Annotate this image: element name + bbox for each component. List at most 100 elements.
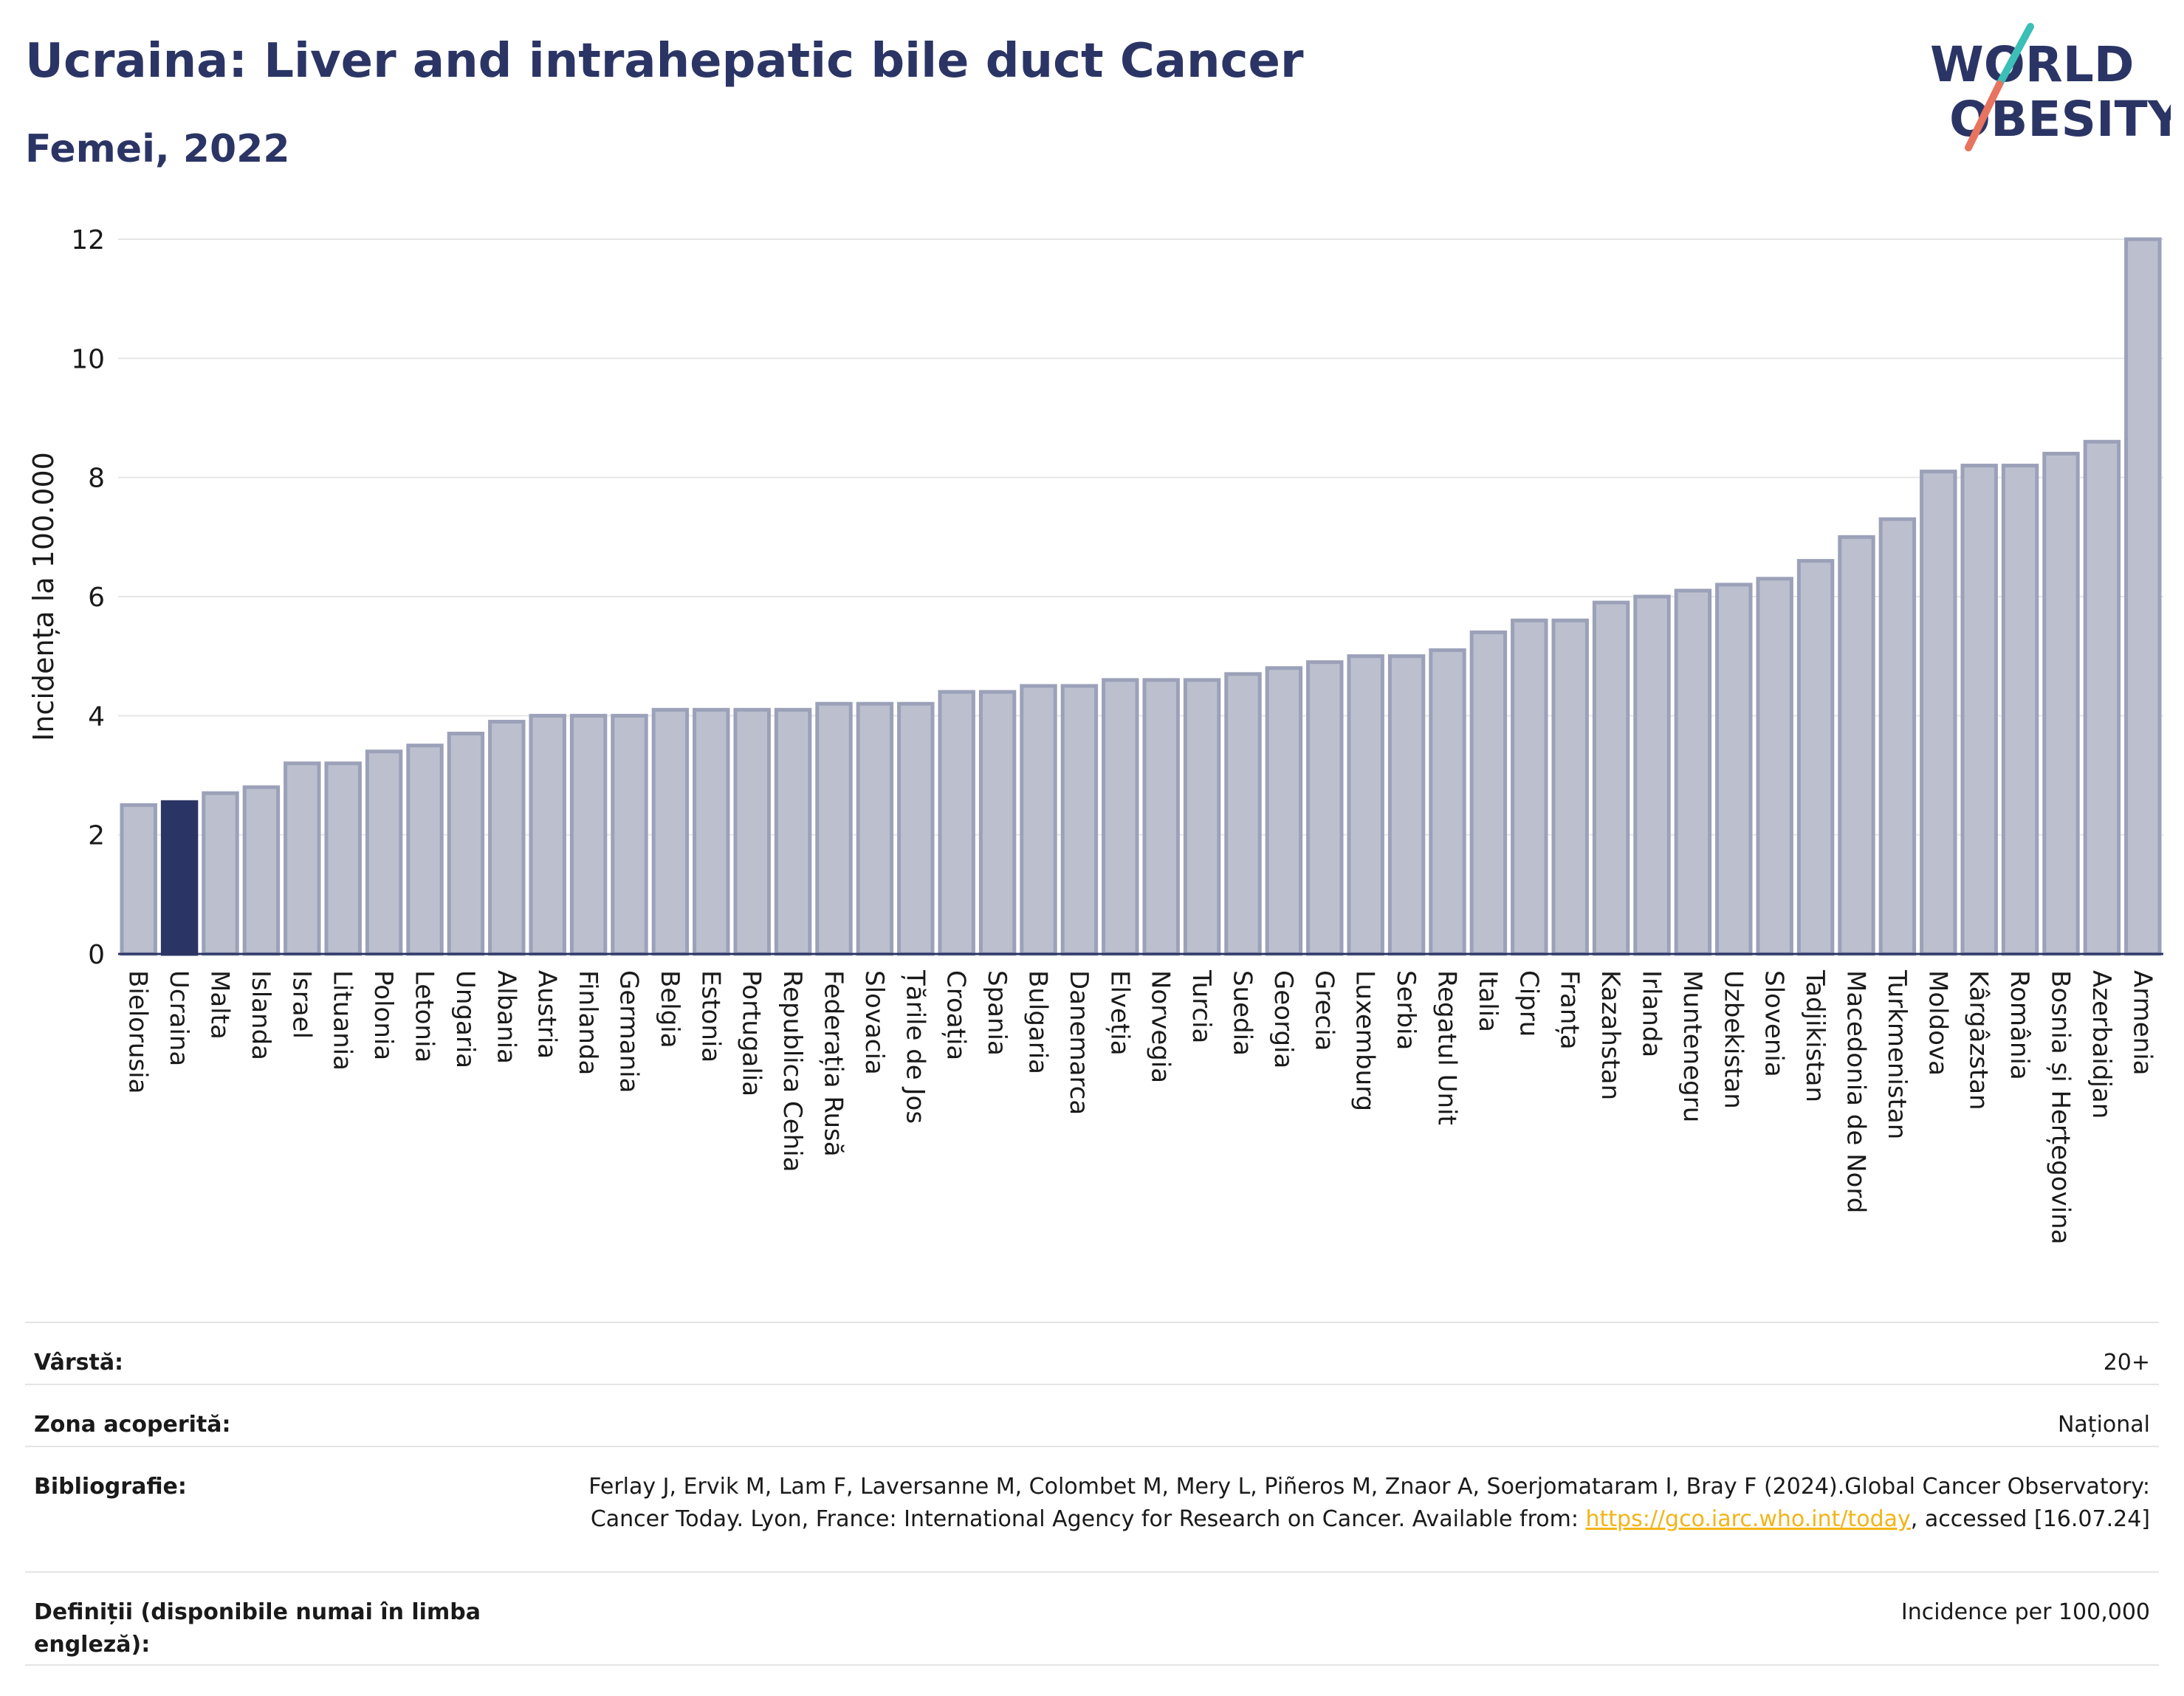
x-tick-label: Turcia — [1187, 969, 1216, 1043]
bar-bielorusia — [120, 803, 157, 956]
x-tick-label: Austria — [532, 970, 562, 1059]
x-tick-label: Albania — [491, 970, 521, 1064]
bar-spania — [978, 690, 1017, 956]
bar-bosnia-și-herțegovina — [2042, 451, 2080, 956]
metadata-table: Vârstă: 20+ Zona acoperită: Național Bib… — [25, 1322, 2159, 1666]
x-tick-label: Kazahstan — [1596, 970, 1625, 1100]
page-subtitle: Femei, 2022 — [25, 127, 290, 171]
x-tick-label: Țările de Jos — [900, 969, 930, 1124]
x-tick-label: Serbia — [1391, 970, 1421, 1050]
y-tick-label: 6 — [88, 583, 105, 613]
x-tick-label: Belgia — [655, 970, 684, 1048]
meta-row-bibliography: Bibliografie: Ferlay J, Ervik M, Lam F, … — [25, 1446, 2159, 1571]
x-tick-label: Republica Cehia — [777, 970, 807, 1172]
bar-finlanda — [569, 713, 608, 956]
x-tick-label: Bielorusia — [123, 970, 153, 1094]
bar-federația-rusă — [815, 701, 853, 956]
x-tick-label: Finlanda — [573, 970, 602, 1075]
x-tick-label: Suedia — [1228, 970, 1257, 1056]
bar-elveția — [1102, 678, 1139, 956]
x-tick-label: Irlanda — [1637, 970, 1666, 1057]
bibliography-text: Ferlay J, Ervik M, Lam F, Laversanne M, … — [588, 1474, 2150, 1532]
x-tick-label: Ungaria — [450, 970, 480, 1068]
logo-slash-top — [1996, 23, 2034, 88]
bar-germania — [611, 713, 648, 956]
x-tick-label: Germania — [614, 970, 644, 1093]
bar-azerbaidjan — [2083, 439, 2121, 956]
y-tick-label: 0 — [88, 940, 105, 970]
x-tick-label: Cipru — [1514, 970, 1543, 1037]
bar-polonia — [365, 749, 403, 956]
logo-slash-bottom — [1965, 80, 2003, 151]
meta-value-age: 20+ — [2103, 1350, 2150, 1376]
bar-ucraina — [160, 800, 199, 956]
bar-letonia — [406, 744, 444, 956]
x-tick-label: Portugalia — [737, 970, 766, 1096]
x-tick-label: Letonia — [410, 970, 439, 1062]
bar-danemarca — [1060, 684, 1099, 956]
bar-franța — [1551, 618, 1589, 956]
x-tick-label: Slovenia — [1759, 970, 1789, 1077]
x-tick-label: Norvegia — [1146, 970, 1175, 1083]
bar-macedonia-de-nord — [1838, 535, 1875, 956]
x-tick-label: Bulgaria — [1023, 970, 1053, 1074]
bar-muntenegru — [1674, 588, 1712, 956]
y-tick-label: 12 — [71, 225, 105, 255]
y-axis-ticks: 0 2 4 6 8 10 12 — [71, 225, 105, 970]
bar-lituania — [324, 761, 362, 956]
x-tick-label: Bosnia și Herțegovina — [2046, 970, 2075, 1245]
bar-grecia — [1306, 660, 1344, 956]
y-tick-label: 2 — [88, 821, 105, 851]
bar-țările-de-jos — [897, 701, 935, 956]
x-tick-label: Kârgâzstan — [1964, 970, 1994, 1110]
world-obesity-logo: WORLD OBESITY — [1930, 23, 2171, 151]
bar-portugalia — [733, 707, 771, 956]
bar-norvegia — [1142, 678, 1180, 956]
bar-suedia — [1224, 672, 1262, 956]
bar-armenia — [2124, 237, 2162, 956]
meta-row-area: Zona acoperită: Național — [25, 1384, 2159, 1446]
x-tick-label: Muntenegru — [1678, 970, 1707, 1122]
bar-belgia — [651, 707, 690, 956]
bar-slovacia — [856, 701, 894, 956]
bibliography-link[interactable]: https://gco.iarc.who.int/today — [1585, 1506, 1911, 1532]
bar-islanda — [242, 785, 281, 956]
x-tick-label: Macedonia de Nord — [1841, 970, 1871, 1213]
bar-georgia — [1265, 666, 1303, 956]
y-tick-label: 8 — [88, 464, 105, 494]
x-tick-label: Lituania — [328, 970, 357, 1071]
bar-republica-cehia — [774, 707, 812, 956]
meta-label-bibliography: Bibliografie: — [34, 1474, 187, 1500]
x-tick-label: Franța — [1555, 970, 1584, 1050]
x-tick-label: Malta — [205, 970, 235, 1040]
bar-turkmenistan — [1878, 517, 1917, 956]
logo-text-world: WORLD — [1930, 36, 2135, 93]
x-tick-label: Federația Rusă — [819, 970, 848, 1157]
x-tick-label: Islanda — [246, 970, 275, 1060]
bar-estonia — [693, 707, 730, 956]
x-tick-label: Italia — [1473, 970, 1503, 1032]
x-tick-label: Uzbekistan — [1718, 970, 1748, 1109]
x-tick-label: Regatul Unit — [1432, 970, 1462, 1125]
bar-românia — [2001, 464, 2039, 956]
x-tick-label: Danemarca — [1064, 970, 1093, 1115]
bibliography-accessed: , accessed [16.07.24] — [1910, 1506, 2150, 1532]
meta-label-area: Zona acoperită: — [34, 1412, 231, 1438]
x-tick-label: Israel — [286, 970, 316, 1039]
bar-tadjikistan — [1796, 559, 1835, 956]
x-tick-label: Georgia — [1268, 970, 1298, 1068]
bar-malta — [202, 791, 239, 956]
x-tick-label: Luxemburg — [1350, 970, 1380, 1111]
x-tick-label: Ucraina — [164, 970, 193, 1066]
bar-chart: 0 2 4 6 8 10 12 Bielorusia Ucraina Malta Islanda I… — [27, 225, 2163, 1245]
bar-cipru — [1511, 618, 1548, 956]
bar-turcia — [1183, 678, 1221, 956]
bar-ungaria — [447, 732, 485, 956]
bar-italia — [1469, 630, 1508, 956]
bar-austria — [529, 713, 566, 956]
x-tick-label: Polonia — [368, 970, 398, 1060]
bar-israel — [284, 761, 321, 956]
meta-label-age: Vârstă: — [34, 1350, 124, 1376]
x-tick-label: Moldova — [1923, 970, 1952, 1076]
bar-luxemburg — [1347, 654, 1384, 956]
